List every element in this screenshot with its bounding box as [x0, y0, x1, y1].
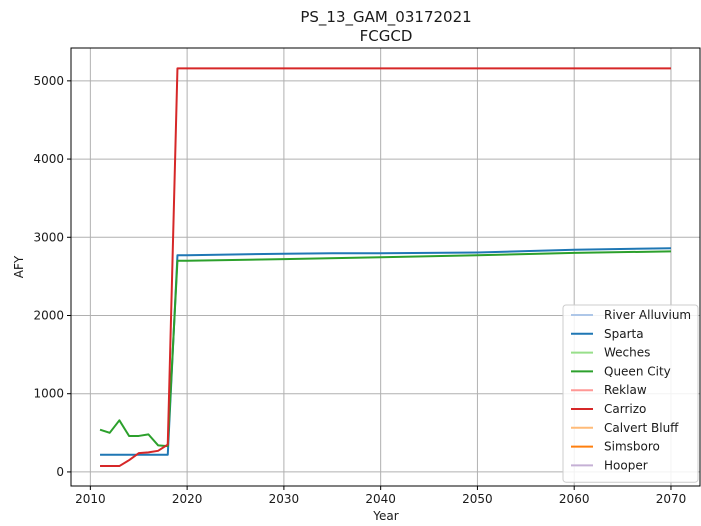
- x-tick-label: 2040: [365, 492, 396, 506]
- x-tick-label: 2050: [462, 492, 493, 506]
- legend-label: Weches: [604, 346, 650, 360]
- y-axis-label: AFY: [12, 255, 26, 278]
- x-axis-label: Year: [372, 509, 398, 523]
- legend-label: Queen City: [604, 364, 671, 378]
- series-line-queen-city: [99, 250, 671, 448]
- x-tick-label: 2010: [75, 492, 106, 506]
- series-lines: [99, 67, 671, 468]
- x-tick-label: 2060: [559, 492, 590, 506]
- x-tick-label: 2030: [269, 492, 300, 506]
- x-tick-label: 2020: [172, 492, 203, 506]
- y-tick-label: 1000: [33, 387, 64, 401]
- y-tick-label: 2000: [33, 308, 64, 322]
- legend-label: Simsboro: [604, 440, 660, 454]
- legend-label: Sparta: [604, 327, 644, 341]
- legend-label: Calvert Bluff: [604, 421, 679, 435]
- y-tick-label: 4000: [33, 152, 64, 166]
- legend: River Alluvium Sparta Weches Queen City Rekl…: [562, 304, 699, 483]
- plot-area-frame: [70, 47, 701, 487]
- x-tick-label: 2070: [656, 492, 687, 506]
- legend-label: Carrizo: [604, 402, 646, 416]
- y-tick-label: 3000: [33, 230, 64, 244]
- axes: 2010 2020 2030 2040 2050 2060 2070 0 1000 2000 300…: [33, 74, 686, 506]
- series-line-carrizo: [100, 67, 671, 468]
- legend-label: River Alluvium: [604, 308, 691, 322]
- y-tick-label: 5000: [33, 74, 64, 88]
- y-tick-label: 0: [56, 465, 64, 479]
- legend-label: Reklaw: [604, 383, 647, 397]
- legend-label: Hooper: [604, 458, 648, 472]
- chart-subtitle: FCGCD: [360, 27, 413, 45]
- legend-box: [562, 304, 699, 483]
- chart-title: PS_13_GAM_03172021: [300, 8, 471, 27]
